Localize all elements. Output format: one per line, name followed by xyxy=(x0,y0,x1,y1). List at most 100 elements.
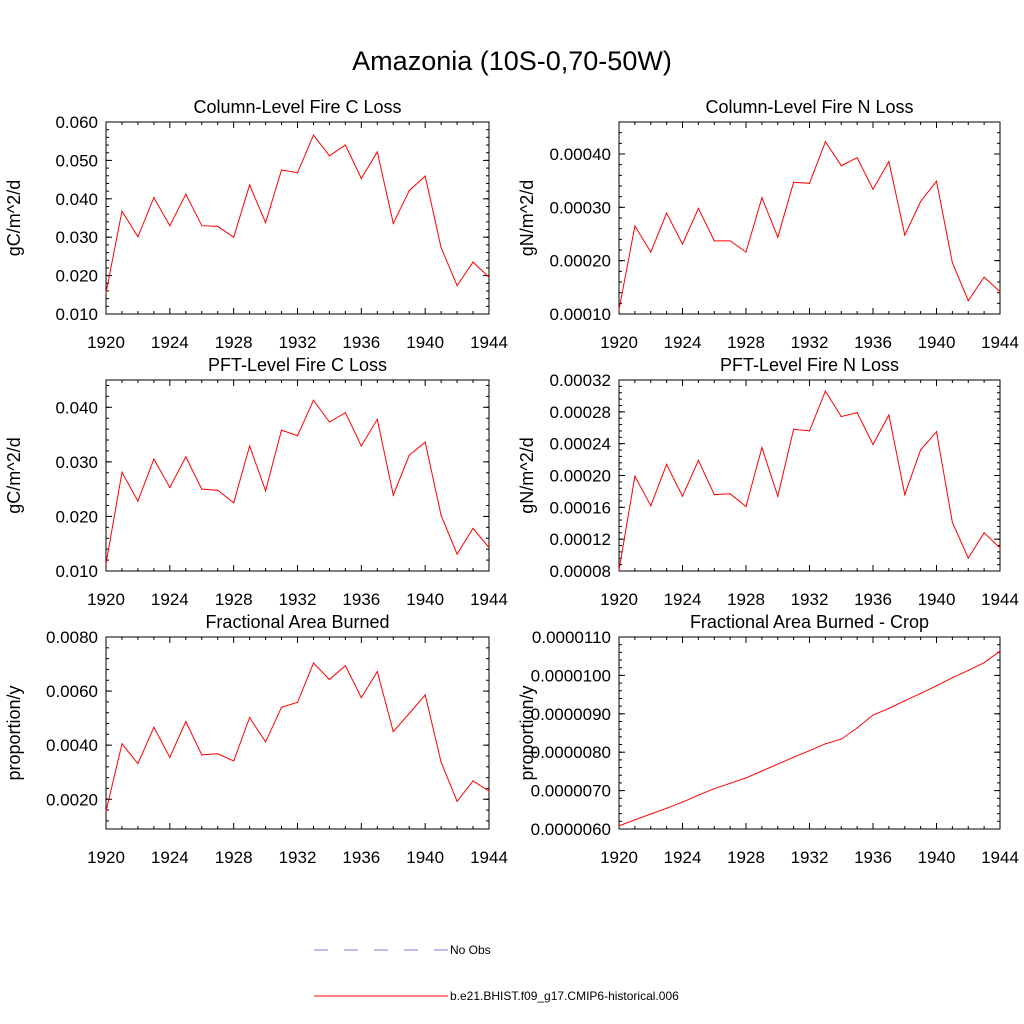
data-point xyxy=(376,418,378,420)
y-tick-label: 0.00020 xyxy=(550,252,611,271)
x-tick-label: 1936 xyxy=(342,590,380,609)
data-point xyxy=(360,177,362,180)
data-point xyxy=(856,412,858,414)
data-point xyxy=(777,495,779,497)
data-point xyxy=(729,493,731,495)
x-tick-label: 1944 xyxy=(470,590,508,609)
data-point xyxy=(137,762,139,765)
panel-title: PFT-Level Fire C Loss xyxy=(208,355,387,375)
data-point xyxy=(618,825,620,827)
x-tick-label: 1940 xyxy=(406,848,444,867)
series-line xyxy=(618,650,1001,827)
data-point xyxy=(713,240,715,242)
data-point xyxy=(634,819,636,821)
data-point xyxy=(105,292,107,294)
data-point xyxy=(935,431,938,433)
panel-title: Column-Level Fire N Loss xyxy=(705,97,913,117)
data-point xyxy=(650,251,652,253)
x-tick-label: 1944 xyxy=(981,848,1019,867)
data-point xyxy=(169,225,171,227)
data-point xyxy=(983,662,985,664)
data-point xyxy=(153,726,155,728)
data-point xyxy=(697,794,699,796)
data-point xyxy=(264,490,267,492)
data-point xyxy=(697,207,699,209)
data-point xyxy=(951,677,953,679)
data-point xyxy=(169,756,171,758)
plot-frame xyxy=(618,379,1001,572)
y-tick-label: 0.00032 xyxy=(550,371,611,390)
data-point xyxy=(999,547,1001,549)
data-point xyxy=(872,714,874,716)
data-point xyxy=(408,190,410,192)
x-tick-label: 1928 xyxy=(727,848,765,867)
data-point xyxy=(296,701,299,704)
y-tick-label: 0.050 xyxy=(55,151,98,170)
y-tick-label: 0.020 xyxy=(55,507,98,526)
data-point xyxy=(618,569,620,571)
data-point xyxy=(761,770,763,772)
x-tick-label: 1924 xyxy=(151,848,189,867)
y-tick-label: 0.0040 xyxy=(46,736,98,755)
y-tick-label: 0.00040 xyxy=(550,145,611,164)
data-point xyxy=(745,251,747,253)
data-point xyxy=(888,160,890,163)
data-point xyxy=(951,521,953,524)
data-point xyxy=(824,743,826,745)
data-point xyxy=(456,284,458,287)
legend-label: No Obs xyxy=(450,943,491,957)
data-point xyxy=(618,309,620,311)
data-point xyxy=(920,692,922,695)
data-point xyxy=(217,753,219,755)
data-point xyxy=(935,685,938,687)
x-tick-label: 1940 xyxy=(406,590,444,609)
data-point xyxy=(634,225,636,227)
data-point xyxy=(121,210,123,212)
x-tick-label: 1920 xyxy=(600,590,638,609)
data-point xyxy=(360,445,362,447)
x-tick-label: 1936 xyxy=(342,848,380,867)
data-point xyxy=(424,441,426,443)
data-point xyxy=(713,494,715,496)
data-point xyxy=(472,780,474,782)
data-point xyxy=(856,157,858,159)
data-point xyxy=(185,193,187,195)
y-axis-label: proportion/y xyxy=(517,685,537,780)
data-point xyxy=(935,180,938,182)
x-tick-label: 1932 xyxy=(791,590,829,609)
data-point xyxy=(808,182,811,184)
data-point xyxy=(440,246,442,249)
data-point xyxy=(488,790,490,792)
data-point xyxy=(233,760,235,762)
data-point xyxy=(999,291,1001,293)
y-tick-label: 0.010 xyxy=(55,562,98,581)
data-point xyxy=(745,777,747,779)
x-tick-label: 1944 xyxy=(981,590,1019,609)
data-point xyxy=(488,546,490,549)
series-line xyxy=(618,140,1001,310)
x-tick-label: 1944 xyxy=(470,848,508,867)
y-axis-label: gN/m^2/d xyxy=(517,180,537,256)
data-point xyxy=(280,169,283,171)
data-point xyxy=(840,165,842,167)
x-tick-label: 1932 xyxy=(791,848,829,867)
x-tick-label: 1932 xyxy=(279,848,317,867)
x-tick-label: 1940 xyxy=(406,333,444,352)
data-point xyxy=(185,456,187,458)
data-point xyxy=(376,151,378,153)
x-tick-label: 1940 xyxy=(918,333,956,352)
data-point xyxy=(201,225,203,227)
y-tick-label: 0.0000060 xyxy=(531,820,611,839)
x-tick-label: 1928 xyxy=(215,848,253,867)
data-point xyxy=(840,738,842,740)
figure-title: Amazonia (10S-0,70-50W) xyxy=(352,46,672,76)
legend: No Obs b.e21.BHIST.f09_g17.CMIP6-historic… xyxy=(314,943,679,1003)
data-point xyxy=(153,197,155,199)
data-point xyxy=(666,807,668,809)
chart-panel-3: PFT-Level Fire C Loss gC/m^2/d 1920 1924 192… xyxy=(4,355,508,609)
data-point xyxy=(249,445,251,447)
y-tick-label: 0.030 xyxy=(55,228,98,247)
x-tick-label: 1936 xyxy=(854,333,892,352)
panel-title: Column-Level Fire C Loss xyxy=(193,97,401,117)
data-point xyxy=(793,428,795,430)
